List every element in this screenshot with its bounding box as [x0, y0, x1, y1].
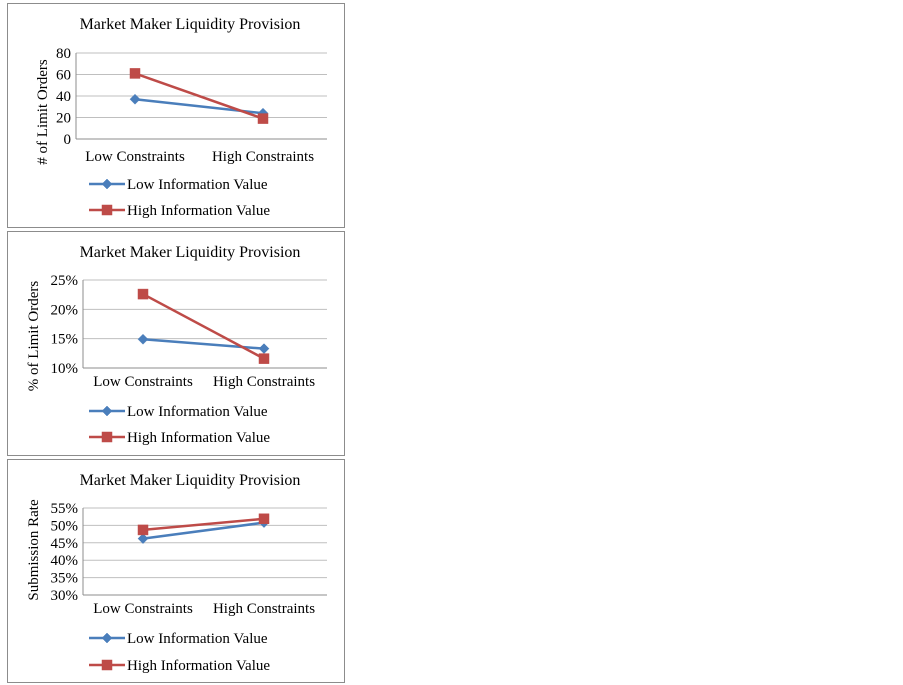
- x-tick-label: High Constraints: [212, 149, 314, 165]
- legend-marker: [101, 405, 113, 417]
- y-tick-label: 20%: [51, 302, 79, 318]
- x-tick-label: High Constraints: [213, 601, 315, 617]
- y-tick-label: 25%: [51, 273, 79, 289]
- y-tick-labels: 0 20 40 60 80: [56, 46, 71, 148]
- legend: Low Information Value High Information Va…: [89, 177, 270, 219]
- legend-label: High Information Value: [127, 203, 270, 219]
- data-point: [137, 333, 149, 345]
- x-tick-label: Low Constraints: [93, 374, 193, 390]
- y-tick-labels: 30%35% 40%45% 50%55%: [51, 501, 79, 604]
- series-line: [134, 72, 264, 120]
- gridlines: [82, 507, 327, 596]
- data-point: [137, 524, 149, 536]
- series-line: [142, 292, 265, 360]
- chart-title: Market Maker Liquidity Provision: [80, 16, 301, 33]
- legend-label: Low Information Value: [127, 631, 268, 647]
- chart-title: Market Maker Liquidity Provision: [80, 244, 301, 261]
- plot-area: [129, 68, 269, 124]
- chart-svg: Market Maker Liquidity Provision Submiss…: [26, 472, 327, 674]
- legend-label: Low Information Value: [127, 404, 268, 420]
- data-point: [129, 68, 141, 79]
- y-tick-label: 45%: [51, 536, 79, 552]
- y-tick-label: 50%: [51, 518, 79, 534]
- y-axis-title: # of Limit Orders: [35, 59, 51, 165]
- data-point: [137, 288, 149, 300]
- series-line: [142, 521, 265, 540]
- series-line: [142, 338, 265, 350]
- legend-marker: [101, 204, 113, 216]
- x-tick-labels: Low Constraints High Constraints: [93, 374, 315, 390]
- chart-svg: Market Maker Liquidity Provision # of Li…: [35, 16, 327, 219]
- legend-marker: [101, 632, 113, 644]
- data-point: [258, 343, 270, 354]
- chart-title: Market Maker Liquidity Provision: [80, 472, 301, 489]
- data-point: [257, 113, 269, 124]
- chart-panel-limit-orders-percent: Market Maker Liquidity Provision % of Li…: [7, 231, 345, 456]
- series-line: [142, 517, 265, 532]
- y-tick-label: 55%: [51, 501, 79, 517]
- y-tick-label: 10%: [51, 361, 79, 377]
- legend: Low Information Value High Information Va…: [89, 631, 270, 674]
- legend-marker: [101, 659, 113, 671]
- y-tick-label: 80: [56, 46, 71, 62]
- y-tick-labels: 10% 15% 20% 25%: [51, 273, 79, 377]
- y-tick-label: 40: [56, 89, 71, 105]
- chart-panel-limit-orders-count: Market Maker Liquidity Provision # of Li…: [7, 3, 345, 228]
- x-tick-label: Low Constraints: [85, 149, 185, 165]
- x-tick-labels: Low Constraints High Constraints: [93, 601, 315, 617]
- legend-label: High Information Value: [127, 430, 270, 446]
- data-point: [258, 353, 270, 364]
- legend-label: Low Information Value: [127, 177, 268, 193]
- legend-marker: [101, 178, 113, 190]
- data-point: [137, 533, 149, 544]
- legend: Low Information Value High Information Va…: [89, 404, 270, 446]
- data-point: [258, 513, 270, 525]
- y-tick-label: 40%: [51, 553, 79, 569]
- plot-area: [137, 288, 270, 364]
- y-tick-label: 60: [56, 68, 71, 84]
- x-tick-label: Low Constraints: [93, 601, 193, 617]
- x-tick-label: High Constraints: [213, 374, 315, 390]
- y-axis-title: Submission Rate: [26, 499, 42, 601]
- legend-label: High Information Value: [127, 658, 270, 674]
- y-axis-title: % of Limit Orders: [26, 281, 42, 392]
- x-tick-labels: Low Constraints High Constraints: [85, 149, 314, 165]
- y-tick-label: 15%: [51, 332, 79, 348]
- y-tick-label: 30%: [51, 588, 79, 604]
- plot-area: [137, 513, 270, 544]
- legend-marker: [101, 431, 113, 443]
- y-tick-label: 20: [56, 111, 71, 127]
- y-tick-label: 35%: [51, 571, 79, 587]
- chart-panel-submission-rate: Market Maker Liquidity Provision Submiss…: [7, 459, 345, 683]
- chart-svg: Market Maker Liquidity Provision % of Li…: [26, 244, 327, 446]
- y-tick-label: 0: [64, 132, 72, 148]
- gridlines: [82, 279, 327, 369]
- data-point: [129, 93, 141, 105]
